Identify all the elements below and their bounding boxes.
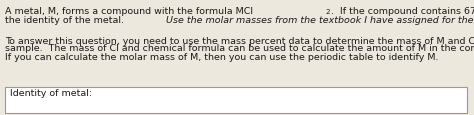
Text: A metal, M, forms a compound with the formula MCl: A metal, M, forms a compound with the fo… [5,7,253,16]
Text: sample.  The mass of Cl and chemical formula can be used to calculate the amount: sample. The mass of Cl and chemical form… [5,44,474,53]
Text: Identity of metal:: Identity of metal: [10,88,92,97]
Text: Use the molar masses from the textbook I have assigned for the course.: Use the molar masses from the textbook I… [166,16,474,25]
Text: 2: 2 [325,8,329,14]
Text: To answer this question, you need to use the mass percent data to determine the : To answer this question, you need to use… [5,37,474,46]
Text: the identity of the metal.: the identity of the metal. [5,16,130,25]
FancyBboxPatch shape [5,87,467,113]
Text: .  If the compound contains 67.16 % Cl by mass, state: . If the compound contains 67.16 % Cl by… [331,7,474,16]
Text: If you can calculate the molar mass of M, then you can use the periodic table to: If you can calculate the molar mass of M… [5,53,438,61]
